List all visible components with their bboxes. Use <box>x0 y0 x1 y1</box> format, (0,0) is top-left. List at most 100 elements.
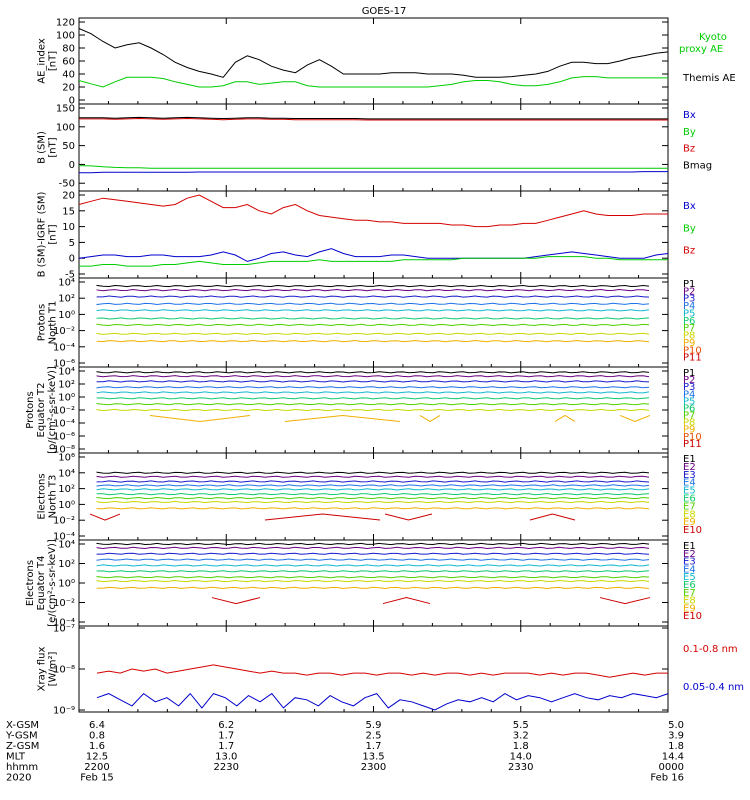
legend-entry: P11 <box>683 353 702 364</box>
y-tick-label: 40 <box>62 70 75 81</box>
legend-entry: P9 <box>683 338 695 349</box>
y-tick-label: 0 <box>69 254 75 265</box>
y-tick-label: 10² <box>58 294 75 305</box>
flux-channel-e4 <box>96 558 650 561</box>
flux-channel-e8 <box>96 500 650 504</box>
x-axis-value: 5.9 <box>366 720 382 731</box>
series-line-bx <box>78 248 669 262</box>
y-axis-label: Xray flux <box>37 647 48 692</box>
legend-entry: P5 <box>683 308 695 319</box>
legend-entry: By <box>683 223 696 234</box>
legend-entry: E6 <box>683 580 696 591</box>
series-line-bz <box>79 117 668 121</box>
flux-channel-e1 <box>96 542 650 546</box>
flux-channel-e4 <box>96 484 650 487</box>
flux-channel-p2 <box>96 288 650 292</box>
legend-entry: E8 <box>683 596 696 607</box>
flux-channel-e1 <box>96 471 650 474</box>
flux-channel-p5 <box>96 309 650 312</box>
flux-channel-p6 <box>96 397 650 400</box>
legend-entry: Bx <box>683 110 696 121</box>
legend-entry: P2 <box>683 375 695 386</box>
y-tick-label: 10⁻⁷ <box>53 624 75 635</box>
x-axis-value: 13.5 <box>362 752 384 763</box>
legend-entry: P3 <box>683 294 695 305</box>
x-axis-value: 2300 <box>361 762 386 773</box>
legend-entry: P8 <box>683 418 695 429</box>
legend-entry: E4 <box>683 564 696 575</box>
series-line-xray-0 <box>96 664 668 678</box>
series-line-xray-1 <box>96 692 669 711</box>
y-tick-label: 10⁻² <box>53 326 75 337</box>
legend-entry: Themis AE <box>682 73 736 84</box>
y-tick-label: 100 <box>56 122 75 133</box>
y-tick-label: 10⁰ <box>58 579 75 590</box>
flux-channel-p8 <box>96 332 650 335</box>
x-axis-value: 1.7 <box>218 741 234 752</box>
legend-entry: E5 <box>683 572 696 583</box>
y-axis-label: [p/(cm²-s-sr-keV)] <box>47 366 58 454</box>
y-tick-label: 150 <box>56 104 75 115</box>
y-tick-label: 10⁻² <box>53 598 75 609</box>
y-tick-label: 10⁰ <box>58 393 75 404</box>
legend-entry: Bz <box>683 246 695 257</box>
legend-entry: P4 <box>683 389 695 400</box>
legend-entry: E2 <box>683 462 696 473</box>
y-tick-label: 10⁶ <box>58 453 75 464</box>
flux-channel-e7 <box>96 576 650 579</box>
legend-entry: E1 <box>683 541 696 552</box>
legend-entry: E4 <box>683 478 696 489</box>
legend-entry: Kyoto <box>699 32 727 43</box>
y-axis-label: North T3 <box>48 475 59 519</box>
legend-entry: P8 <box>683 331 695 342</box>
flux-channel-p6 <box>96 317 650 320</box>
flux-channel-p2 <box>96 375 650 378</box>
x-axis-row-label: Z-GSM <box>6 741 39 752</box>
series-line-bz <box>78 194 668 228</box>
legend-entry: Bx <box>683 201 696 212</box>
flux-channel-e10 <box>382 597 431 605</box>
flux-channel-p7 <box>96 323 650 327</box>
y-tick-label: 10² <box>58 559 75 570</box>
x-axis-row-label: X-GSM <box>6 720 39 731</box>
x-axis-value: 12.5 <box>86 752 108 763</box>
x-axis-value: 5.0 <box>668 720 684 731</box>
x-axis-value: 1.7 <box>366 741 382 752</box>
y-tick-label: 100 <box>56 31 75 42</box>
legend-entry: P7 <box>683 411 695 422</box>
y-tick-label: 10⁻² <box>53 516 75 527</box>
flux-channel-p9 <box>554 414 576 422</box>
series-line-by <box>79 256 668 267</box>
legend-entry: E2 <box>683 549 696 560</box>
y-tick-label: 50 <box>62 141 75 152</box>
legend-entry: P3 <box>683 382 695 393</box>
x-axis-value: 13.0 <box>215 752 237 763</box>
y-tick-label: 0 <box>69 160 75 171</box>
x-axis-value: 6.4 <box>89 720 105 731</box>
x-axis-value: 1.7 <box>218 731 234 742</box>
legend-entry: P10 <box>683 345 702 356</box>
x-axis-value: 5.5 <box>513 720 529 731</box>
legend-entry: E5 <box>683 486 696 497</box>
legend-entry: E3 <box>683 557 696 568</box>
flux-channel-e9 <box>96 586 650 590</box>
legend-entry: P9 <box>683 425 695 436</box>
y-axis-label: Equator T2 <box>36 383 47 438</box>
flux-channel-e10 <box>264 513 381 521</box>
y-tick-label: 10⁻⁶ <box>53 359 75 370</box>
x-axis-row-label: MLT <box>6 752 26 763</box>
legend-entry: E10 <box>683 525 702 536</box>
y-axis-label: [W/m²] <box>48 651 59 686</box>
y-tick-label: 80 <box>62 44 75 55</box>
flux-channel-e10 <box>211 597 261 605</box>
legend-entry: E8 <box>683 509 696 520</box>
y-axis-label: North T1 <box>48 301 59 345</box>
y-axis-label: [nT] <box>48 137 59 157</box>
legend-entry: By <box>683 127 696 138</box>
legend-entry: E1 <box>683 454 696 465</box>
legend-entry: P6 <box>683 316 695 327</box>
flux-channel-p4 <box>96 386 650 389</box>
panel-frame-5 <box>78 452 669 541</box>
plot-title: GOES-17 <box>362 6 407 17</box>
flux-channel-p9 <box>149 414 251 422</box>
